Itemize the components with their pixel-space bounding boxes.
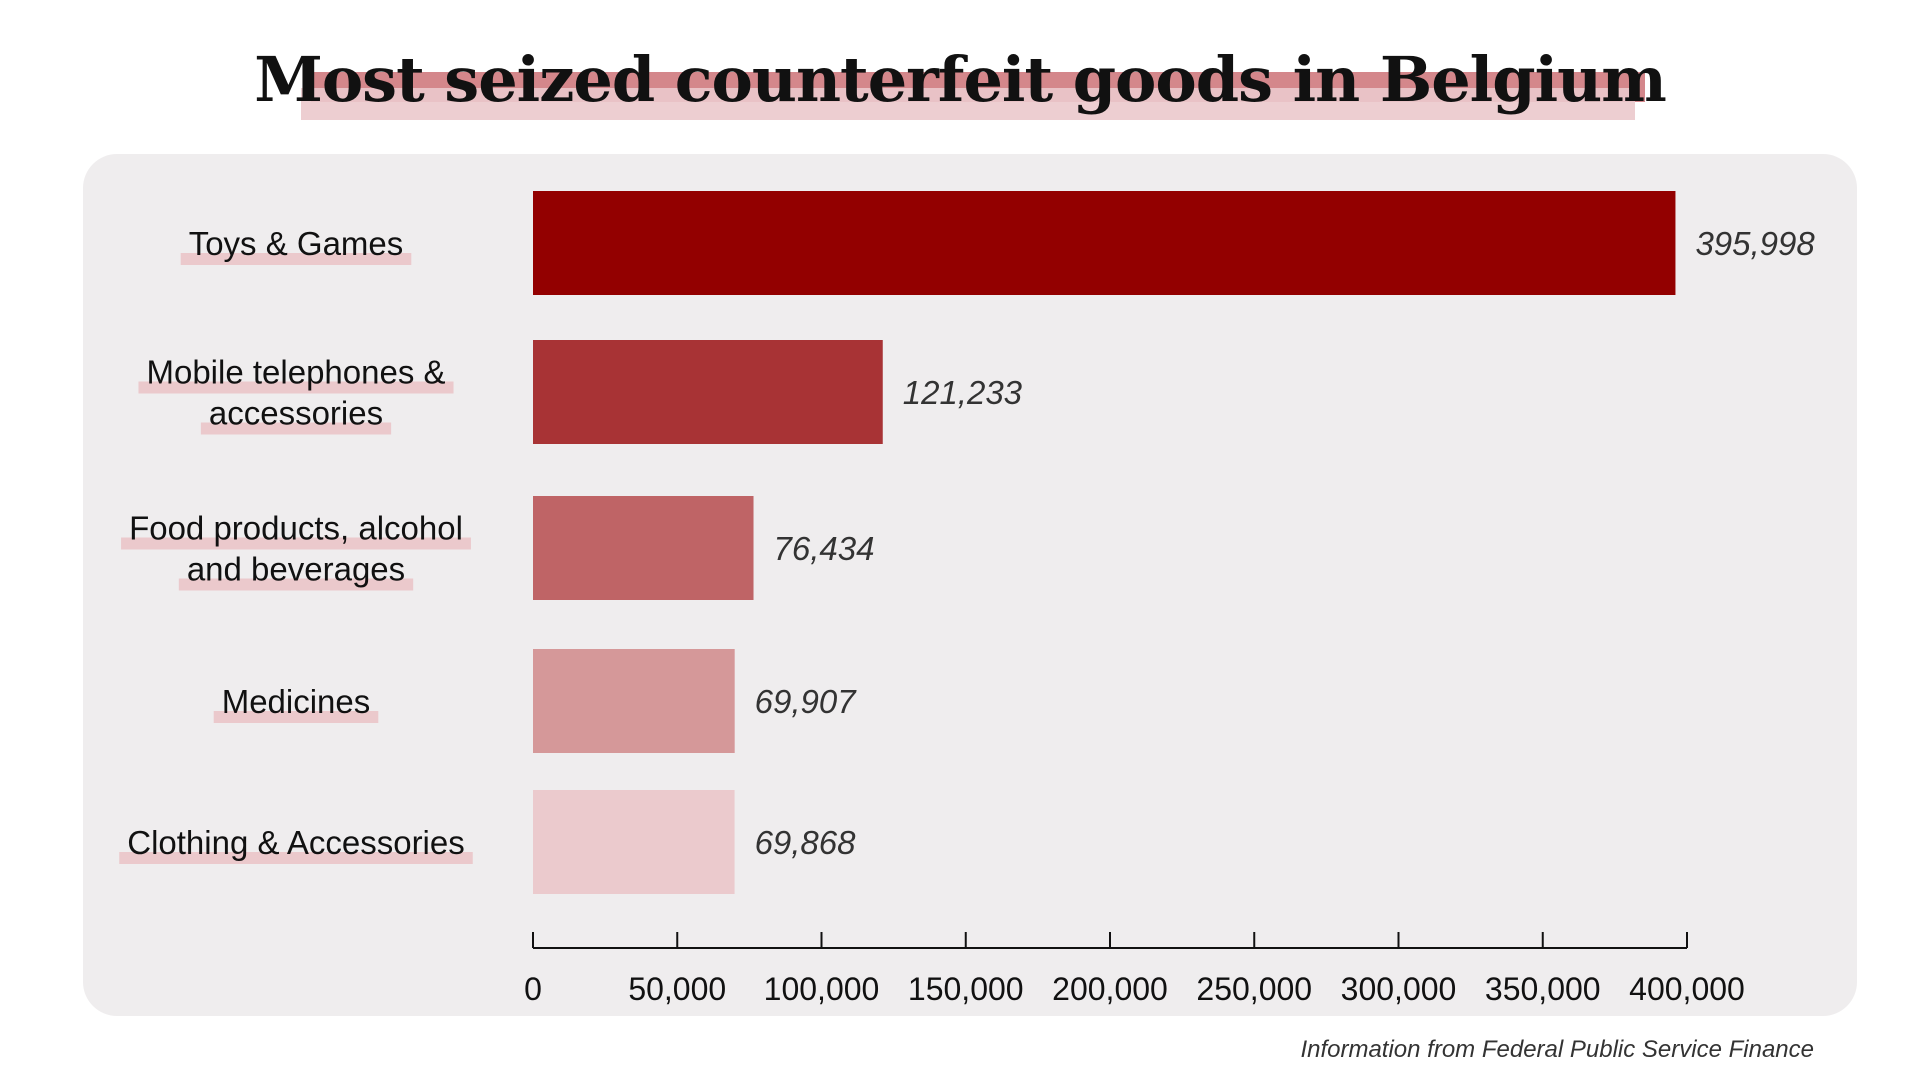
- category-label-1: Toys & Games: [189, 225, 404, 262]
- bar-4: [533, 649, 735, 753]
- category-highlight-2-2: [200, 422, 392, 435]
- category-highlight-1-1: [180, 253, 412, 265]
- bar-5: [533, 790, 735, 894]
- category-label-3-line-2: and beverages: [187, 551, 405, 588]
- title-area: Most seized counterfeit goods in Belgium: [0, 38, 1920, 138]
- x-tick-label-4: 150,000: [908, 971, 1024, 1007]
- x-tick-label-5: 200,000: [1052, 971, 1168, 1007]
- category-label-2-line-2: accessories: [209, 395, 383, 432]
- bar-1: [533, 191, 1676, 295]
- category-label-2-line-1: Mobile telephones &: [146, 354, 445, 391]
- category-highlight-5-1: [119, 852, 473, 864]
- bar-2: [533, 340, 883, 444]
- value-label-3: 76,434: [774, 530, 875, 567]
- x-tick-label-7: 300,000: [1341, 971, 1457, 1007]
- source-note: Information from Federal Public Service …: [1300, 1036, 1814, 1063]
- category-highlight-3-2: [178, 578, 414, 591]
- x-tick-label-8: 350,000: [1485, 971, 1601, 1007]
- category-highlight-4-1: [213, 711, 379, 723]
- chart-title: Most seized counterfeit goods in Belgium: [254, 43, 1667, 116]
- value-label-4: 69,907: [755, 683, 858, 720]
- bar-3: [533, 496, 754, 600]
- value-label-5: 69,868: [755, 824, 857, 861]
- category-label-5: Clothing & Accessories: [127, 824, 465, 861]
- category-label-4: Medicines: [222, 683, 371, 720]
- category-highlight-2-1: [138, 381, 454, 394]
- value-label-1: 395,998: [1695, 225, 1815, 262]
- x-tick-label-2: 50,000: [628, 971, 726, 1007]
- value-label-2: 121,233: [903, 374, 1023, 411]
- title-highlight-front: [301, 88, 1635, 120]
- category-label-3-line-1: Food products, alcohol: [129, 510, 463, 547]
- category-highlight-3-1: [121, 537, 471, 550]
- x-tick-label-1: 0: [524, 971, 542, 1007]
- x-tick-label-3: 100,000: [764, 971, 880, 1007]
- x-tick-label-9: 400,000: [1629, 971, 1745, 1007]
- x-tick-label-6: 250,000: [1196, 971, 1312, 1007]
